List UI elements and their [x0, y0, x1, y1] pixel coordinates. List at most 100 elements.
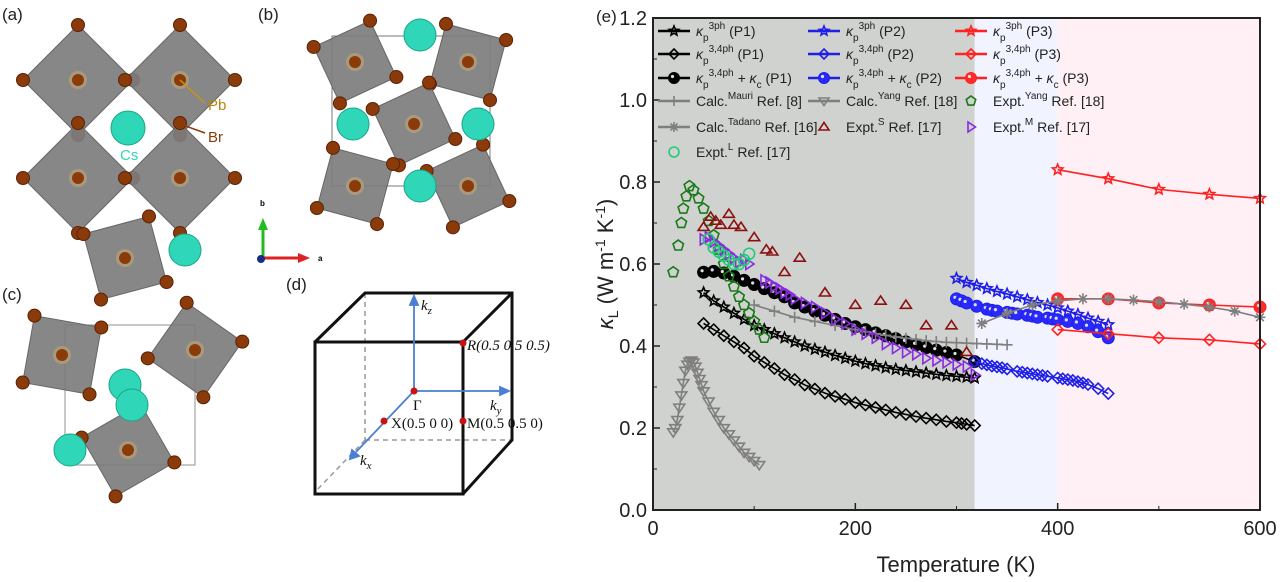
triup-marker [777, 265, 792, 277]
diamond-marker [1040, 369, 1055, 383]
plus-marker [981, 338, 993, 350]
sphere-highlight [967, 74, 972, 79]
x-tick-label: 600 [1243, 518, 1276, 540]
diamond-marker [696, 316, 711, 331]
triright-marker [881, 336, 893, 351]
diamond-marker [828, 389, 842, 404]
plus-marker [748, 299, 760, 311]
plus-marker [1001, 339, 1013, 351]
kz-k: k [421, 298, 428, 314]
sphere-highlight [973, 303, 977, 307]
sphere-marker [1101, 331, 1115, 345]
star-marker [1060, 303, 1075, 318]
diamond-marker [1035, 368, 1050, 383]
temperature-regions [653, 18, 1260, 510]
diamond-marker [747, 349, 761, 363]
triup-marker [696, 220, 711, 232]
pentagon-marker [672, 239, 685, 251]
ky-sub: y [496, 405, 502, 417]
star-marker [716, 299, 732, 314]
diamond-marker [929, 413, 943, 427]
diamond-marker [919, 411, 933, 425]
sphere-highlight [700, 269, 704, 273]
triright-marker [970, 367, 982, 382]
br-atom [389, 70, 404, 85]
triup-marker [703, 210, 718, 221]
diamond-marker [808, 382, 822, 396]
br-atom [228, 171, 242, 185]
sphere-highlight [670, 74, 675, 79]
plus-marker [930, 335, 942, 347]
br-atom [173, 18, 187, 32]
star-marker [1050, 162, 1065, 176]
br-atom [122, 444, 134, 456]
sphere-highlight [720, 269, 724, 274]
legend-label: κp3,4ph (P1) [696, 44, 764, 67]
triright-marker [800, 295, 812, 310]
br-atom [462, 56, 474, 68]
y-tick-label: 0.4 [619, 336, 647, 358]
br-atom [173, 116, 187, 130]
br-atom [332, 96, 347, 111]
star-marker [706, 293, 721, 308]
series-calc-tadano-ref-16- [976, 293, 1266, 329]
legend-label: Expt.S Ref. [17] [846, 117, 941, 135]
pentagon-marker [732, 290, 746, 303]
cs-atom [115, 388, 149, 422]
star-marker [939, 367, 954, 382]
br-atom [15, 375, 30, 390]
star-marker [817, 344, 833, 359]
br-atom [16, 171, 30, 185]
br-atom [72, 74, 84, 86]
br-atom [326, 140, 340, 155]
tridown-marker [711, 415, 726, 427]
br-atom [56, 349, 68, 361]
br-atom [189, 344, 201, 356]
br-atom [349, 56, 361, 68]
x-axis-label: Temperature (K) [877, 552, 1036, 577]
kx-sub: x [366, 460, 372, 472]
br-atom [179, 295, 194, 310]
br-atom [71, 18, 85, 32]
panel-a-structure: (a) Cs Pb Br [2, 5, 242, 240]
br-atom [349, 180, 361, 192]
triup-marker [708, 214, 723, 226]
series-expt-s-ref-17- [696, 207, 974, 357]
sphere-highlight [963, 299, 967, 304]
br-atom [142, 209, 156, 224]
series--p3-4ph-p2- [968, 354, 1115, 401]
sphere-highlight [842, 320, 846, 324]
series--p3ph-p3- [1050, 162, 1268, 205]
legend-entry: Calc.Tadano Ref. [16] [658, 117, 818, 135]
triup-marker [873, 294, 888, 306]
star-marker [787, 334, 802, 349]
br-atom [94, 292, 108, 307]
star-marker [949, 368, 964, 383]
diamond-marker [954, 416, 969, 431]
panel-b-label: (b) [258, 5, 279, 24]
sphere-highlight [1064, 318, 1068, 322]
legend-label: Expt.M Ref. [17] [993, 117, 1090, 135]
br-atom [82, 387, 97, 402]
pentagon-marker [667, 265, 680, 278]
triup-marker [792, 251, 807, 262]
panel-d-brillouin-zone: (d) Γ R(0.5 0.5 0.5) M(0.5 0.5 0) X(0.5 … [286, 275, 550, 496]
cs-atom [403, 18, 437, 52]
legend-label: Calc.Yang Ref. [18] [846, 91, 957, 109]
star-marker [908, 364, 924, 378]
diamond-marker [858, 398, 873, 412]
star-marker [838, 350, 853, 365]
sphere-highlight [761, 285, 765, 289]
star-marker [999, 286, 1015, 301]
triup-marker [734, 220, 749, 232]
tridown-marker [696, 386, 711, 398]
br-atom [483, 93, 497, 108]
tridown-marker [672, 403, 687, 414]
sphere-highlight [993, 308, 998, 312]
br-atom [16, 73, 30, 87]
gamma-label: Γ [413, 398, 422, 414]
br-atom [499, 33, 514, 47]
sphere-highlight [820, 74, 825, 79]
plus-marker [940, 336, 952, 348]
